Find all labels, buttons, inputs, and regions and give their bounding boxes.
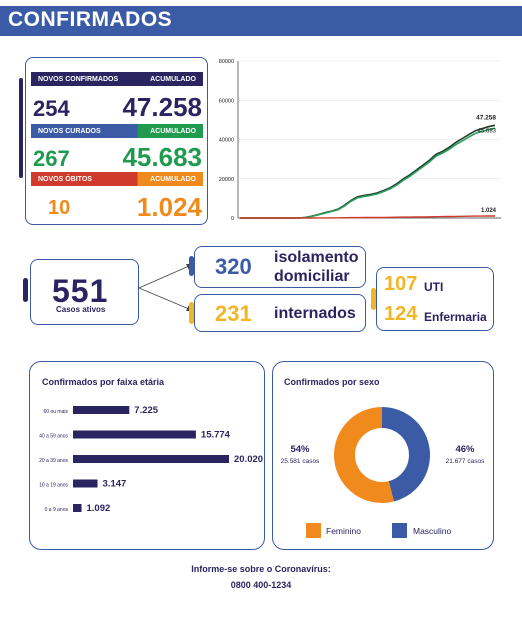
feminino-count: 25.581 casos: [281, 458, 320, 465]
y-tick-label: 80000: [219, 59, 234, 65]
arrow-to-internados: [138, 287, 190, 310]
isolamento-label-line1: isolamento: [274, 249, 359, 266]
age-category-label: 0 a 9 anos: [45, 507, 69, 513]
obitos-acumulado-label: ACUMULADO: [150, 175, 196, 183]
active-cases-label: Casos ativos: [56, 305, 106, 314]
age-panel-title: Confirmados por faixa etária: [42, 377, 165, 387]
isolamento-box: [194, 246, 366, 288]
internados-label: internados: [274, 305, 356, 322]
novos-curados-label: NOVOS CURADOS: [38, 127, 101, 135]
y-tick-label: 60000: [219, 98, 234, 104]
series-end-label: 47.258: [476, 114, 496, 121]
internados-number: 231: [215, 301, 252, 326]
internados-accent-bar: [189, 302, 194, 324]
confirmados-acumulado-value: 47.258: [122, 92, 202, 122]
active-cases-number: 551: [52, 273, 109, 309]
masculino-legend-label: Masculino: [413, 526, 452, 536]
series-end-label: 1.024: [481, 208, 497, 214]
sex-panel: [272, 361, 494, 550]
curados-acumulado-value: 45.683: [122, 142, 202, 172]
stats-accent-bar: [19, 78, 23, 178]
masculino-percent: 46%: [455, 444, 475, 455]
obitos-header-bar: NOVOS ÓBITOS ACUMULADO: [31, 172, 203, 186]
header-band: [0, 6, 522, 36]
age-category-label: 20 a 39 anos: [39, 458, 68, 464]
curados-header-bar: NOVOS CURADOS ACUMULADO: [31, 124, 203, 138]
masculino-count: 21.677 casos: [446, 458, 485, 465]
uti-enfermaria-box: [376, 267, 494, 331]
age-value-label: 7.225: [134, 405, 158, 416]
age-value-label: 3.147: [103, 479, 127, 490]
age-value-label: 20.020: [234, 454, 263, 465]
curados-acumulado-label: ACUMULADO: [150, 127, 196, 135]
obitos-acumulado-value: 1.024: [136, 192, 202, 222]
isolamento-number: 320: [215, 254, 252, 279]
series-line: [240, 215, 495, 219]
novos-obitos-value: 10: [48, 197, 71, 219]
donut-slice-masculino: [382, 407, 430, 502]
novos-confirmados-value: 254: [33, 96, 70, 121]
age-category-label: 10 a 19 anos: [39, 483, 68, 489]
novos-obitos-label: NOVOS ÓBITOS: [38, 175, 92, 183]
age-category-label: 40 a 59 anos: [39, 434, 68, 440]
uti-number: 107: [384, 273, 418, 295]
feminino-legend-label: Feminino: [326, 526, 361, 536]
active-cases-box: [30, 259, 139, 325]
confirmados-header-bar: NOVOS CONFIRMADOS ACUMULADO: [31, 72, 203, 86]
enfermaria-number: 124: [384, 303, 418, 325]
footer-info: Informe-se sobre o Coronavírus:: [191, 564, 331, 574]
active-accent-bar: [23, 278, 28, 302]
age-category-label: 60 ou mais: [44, 409, 69, 415]
feminino-percent: 54%: [290, 444, 310, 455]
y-tick-label: 20000: [219, 177, 234, 183]
enfermaria-label: Enfermaria: [424, 310, 487, 324]
age-value-label: 15.774: [201, 430, 231, 441]
sex-donut-chart: 54% 25.581 casos 46% 21.677 casos Feminino Ma…: [281, 407, 485, 538]
novos-confirmados-label: NOVOS CONFIRMADOS: [38, 75, 119, 83]
age-bar-chart: 60 ou mais 7.225 40 a 59 anos 15.774 20 a 39…: [39, 405, 263, 514]
age-bar: [73, 406, 130, 414]
uti-label: UTI: [424, 280, 444, 294]
age-bar: [73, 455, 229, 463]
series-end-label: 45.683: [478, 128, 497, 134]
footer-phone: 0800 400-1234: [230, 580, 292, 590]
age-bar: [73, 504, 82, 512]
confirmados-acumulado-label: ACUMULADO: [150, 75, 196, 83]
internados-box: [194, 294, 366, 332]
isolamento-label-line2: domiciliar: [274, 268, 350, 285]
novos-curados-value: 267: [33, 146, 70, 171]
cumulative-line-chart: 0 20000 40000 60000 80000 47.258 45.683 1.024: [219, 59, 501, 222]
isolamento-accent-bar: [189, 256, 194, 276]
donut-slice-feminino: [334, 407, 394, 503]
age-bar: [73, 479, 98, 488]
y-tick-label: 0: [231, 216, 234, 222]
feminino-legend-swatch: [306, 523, 321, 538]
masculino-legend-swatch: [392, 523, 407, 538]
arrow-to-isolamento: [138, 265, 190, 289]
uti-accent-bar: [371, 288, 376, 310]
page-title: CONFIRMADOS: [8, 8, 173, 31]
age-value-label: 1.092: [87, 503, 111, 514]
age-bar: [73, 430, 196, 439]
sex-panel-title: Confirmados por sexo: [284, 377, 380, 387]
y-tick-label: 40000: [219, 138, 234, 144]
